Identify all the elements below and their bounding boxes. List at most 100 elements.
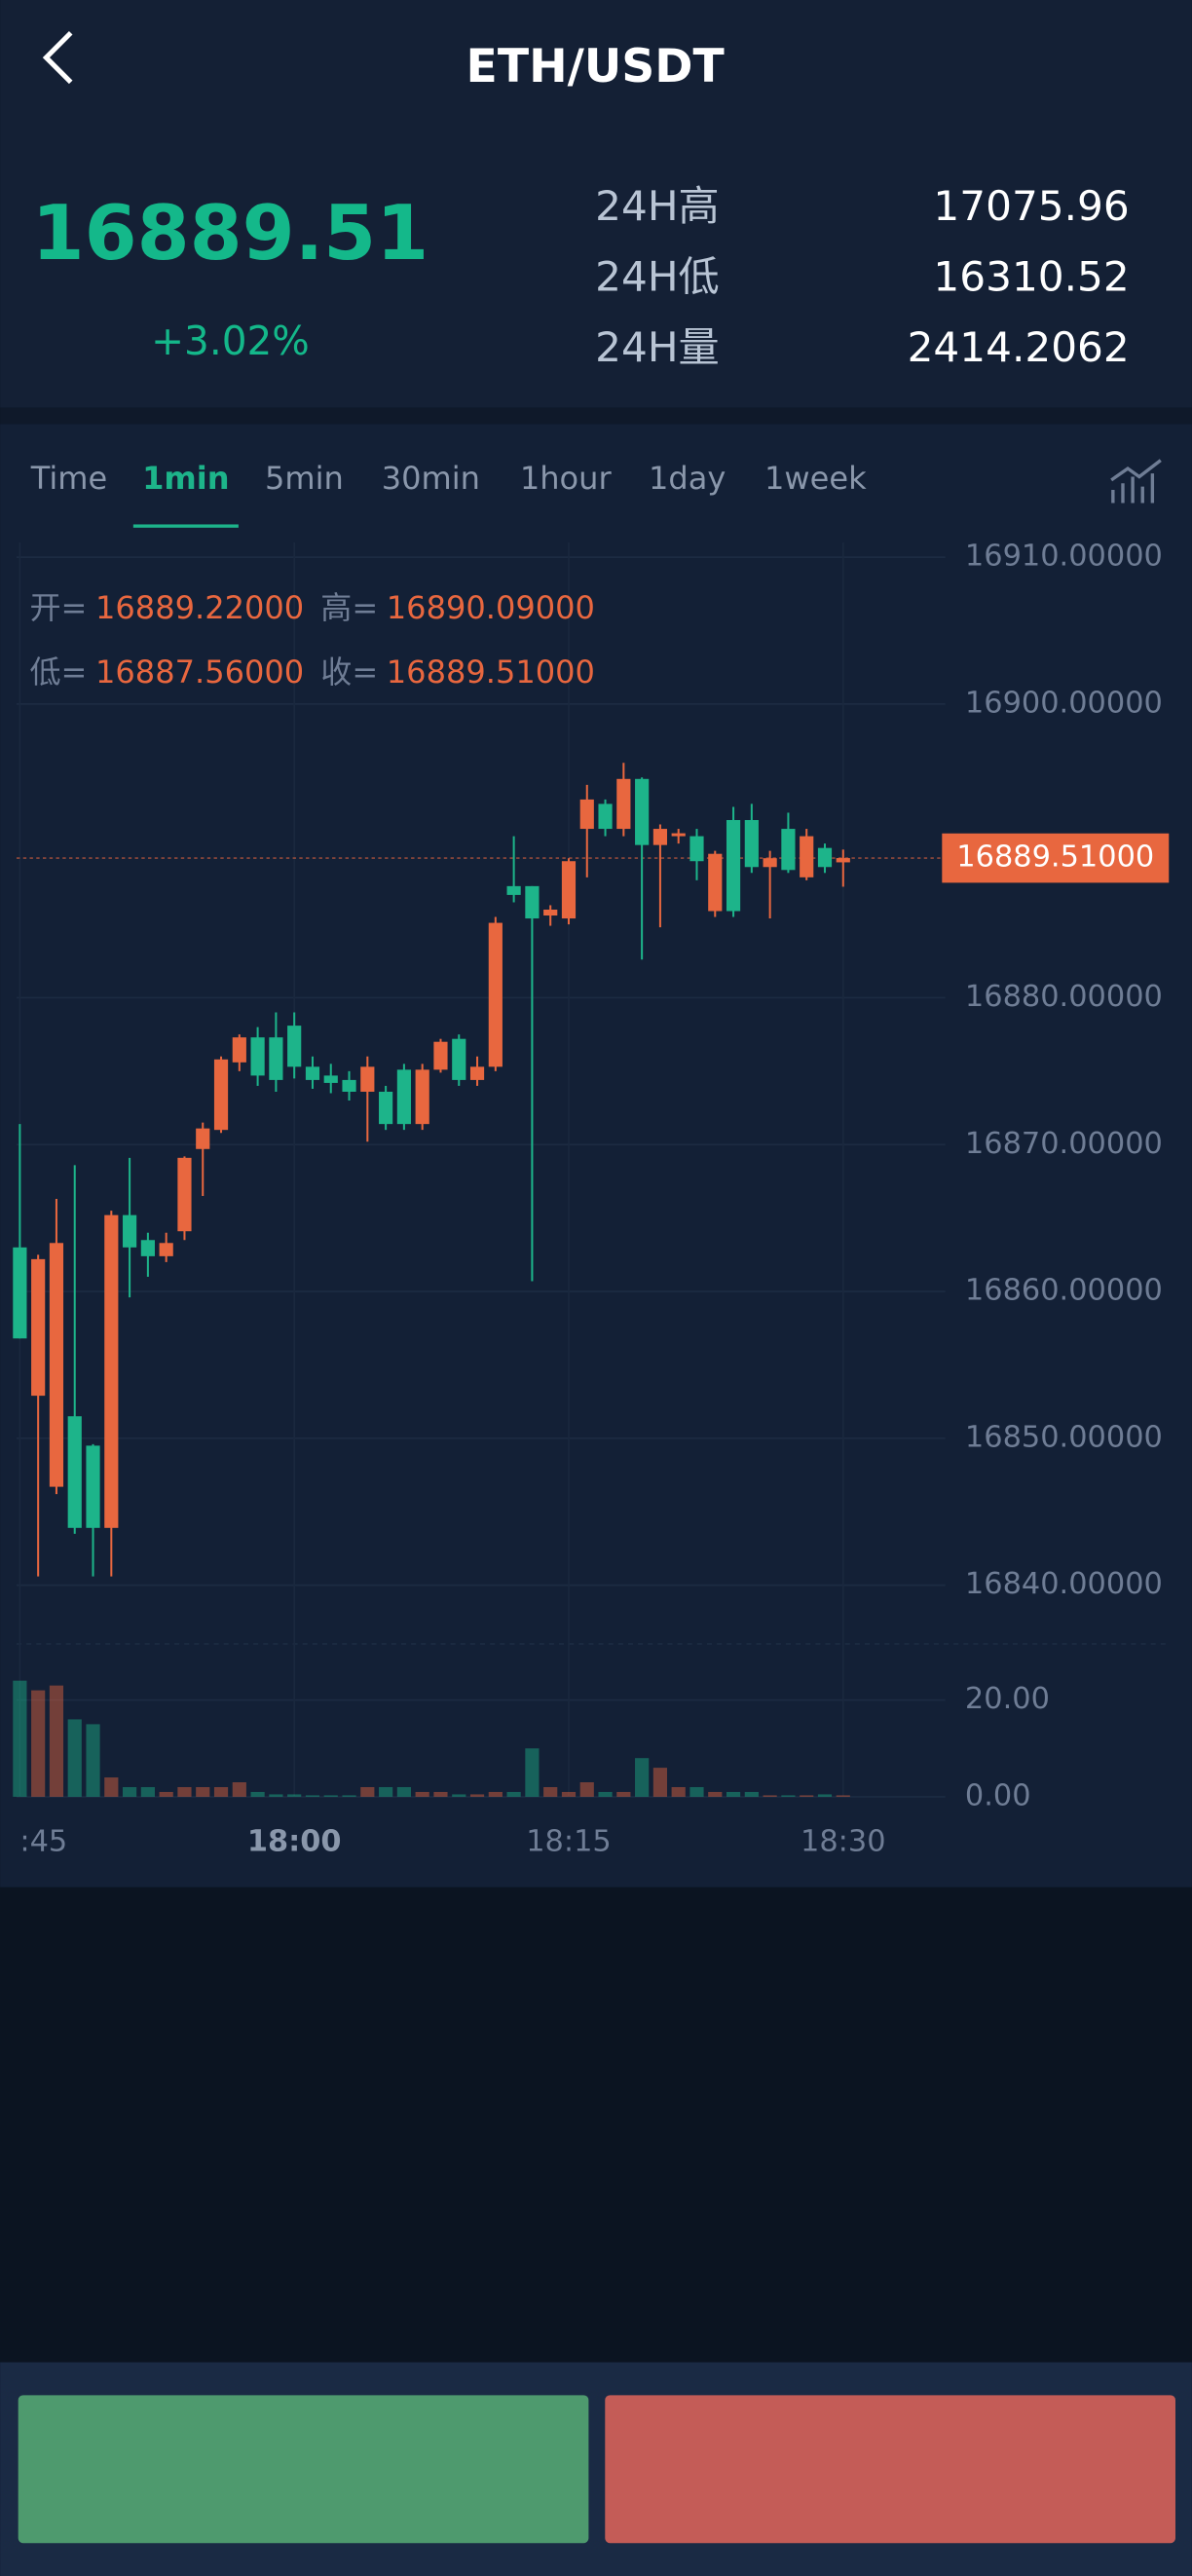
candle-body <box>781 829 796 871</box>
candle-body <box>305 1066 320 1080</box>
volume-bar <box>689 1786 704 1797</box>
y-tick-label: 16880.00000 <box>965 980 1163 1014</box>
volume-bar <box>800 1795 814 1797</box>
candle-body <box>506 885 521 895</box>
candle-body <box>525 885 540 919</box>
volume-bar <box>726 1791 741 1797</box>
buy-up-button[interactable] <box>18 2395 589 2544</box>
volume-bar <box>652 1768 668 1797</box>
timeframe-tab[interactable]: 30min <box>382 460 480 497</box>
candle-body <box>31 1258 46 1397</box>
candle-body <box>213 1059 229 1131</box>
volume-bar <box>781 1795 796 1797</box>
y-tick-label: 16870.00000 <box>965 1127 1163 1161</box>
back-button[interactable] <box>42 30 73 85</box>
last-price-tag <box>942 833 1170 883</box>
volume-bar <box>49 1685 64 1797</box>
volume-bar <box>744 1791 759 1797</box>
candle-body <box>250 1037 265 1076</box>
ohlc-label: 收= <box>320 653 378 691</box>
candle-body <box>13 1247 27 1339</box>
volume-bar <box>159 1791 173 1797</box>
candle-body <box>86 1445 100 1528</box>
x-tick-label: 18:30 <box>801 1825 886 1859</box>
timeframe-tab[interactable]: 1day <box>649 460 726 497</box>
candle-body <box>652 829 668 845</box>
volume-bar <box>616 1791 631 1797</box>
volume-tick-label: 0.00 <box>965 1778 1031 1812</box>
volume-bar <box>196 1786 210 1797</box>
chart-icon[interactable] <box>1110 459 1162 504</box>
volume-bar <box>561 1791 577 1797</box>
volume-bar <box>123 1786 137 1797</box>
candle-body <box>232 1037 246 1063</box>
candle-body <box>598 803 613 830</box>
y-tick-label: 16850.00000 <box>965 1420 1163 1454</box>
volume-bar <box>67 1719 82 1797</box>
volume-bar <box>396 1786 411 1797</box>
volume-bar <box>598 1791 613 1797</box>
volume-bar <box>360 1786 375 1797</box>
candle-body <box>287 1026 302 1067</box>
volume-bar <box>269 1794 283 1797</box>
candle-body <box>452 1038 466 1080</box>
timeframe-tab[interactable]: 1week <box>764 460 867 497</box>
stat-value: 2414.2062 <box>908 323 1130 371</box>
candle-body <box>689 836 704 862</box>
candle-body <box>177 1157 192 1232</box>
volume-bar <box>708 1791 723 1797</box>
stat-label: 24H高 <box>595 182 720 230</box>
candle-body <box>140 1240 155 1256</box>
volume-bar <box>379 1786 393 1797</box>
candle-body <box>433 1041 448 1070</box>
last-price: 16889.51 <box>32 190 429 278</box>
buy-down-button[interactable] <box>605 2395 1175 2544</box>
candle-body <box>726 820 741 912</box>
candle-body <box>836 858 850 863</box>
x-tick-label: 18:00 <box>247 1825 342 1859</box>
candle-body <box>104 1214 119 1528</box>
candle-body <box>817 847 833 868</box>
volume-bar <box>543 1786 558 1797</box>
volume-bar <box>817 1794 833 1797</box>
timeframe-tab[interactable]: 1hour <box>520 460 613 497</box>
candle-body <box>123 1214 137 1248</box>
volume-bar <box>31 1690 46 1797</box>
volume-bar <box>232 1782 246 1797</box>
stat-value: 16310.52 <box>933 252 1129 300</box>
timeframe-tab[interactable]: 5min <box>265 460 344 497</box>
volume-bar <box>177 1786 192 1797</box>
volume-bar <box>342 1795 356 1797</box>
candle-body <box>763 858 777 868</box>
separator <box>0 407 1192 425</box>
candle-body <box>67 1416 82 1528</box>
volume-bar <box>579 1782 594 1797</box>
candle-body <box>323 1075 338 1083</box>
last-price-label: 16889.51000 <box>956 840 1154 875</box>
stat-label: 24H量 <box>595 323 720 371</box>
volume-bar <box>671 1786 686 1797</box>
volume-bar <box>140 1786 155 1797</box>
candle-body <box>159 1243 173 1256</box>
candle-body <box>579 799 594 830</box>
candle-body <box>616 778 631 830</box>
tab-underline <box>132 524 239 528</box>
ohlc-label: 高= <box>320 589 378 626</box>
stat-value: 17075.96 <box>933 182 1129 230</box>
y-tick-label: 16910.00000 <box>965 540 1163 574</box>
candle-body <box>744 820 759 868</box>
y-tick-label: 16900.00000 <box>965 686 1163 720</box>
candle-body <box>671 833 686 837</box>
volume-bar <box>323 1795 338 1797</box>
volume-bar <box>525 1748 540 1797</box>
candle-body <box>269 1037 283 1080</box>
timeframe-tab[interactable]: Time <box>30 460 107 497</box>
candle-body <box>396 1069 411 1125</box>
volume-bar <box>469 1794 485 1797</box>
volume-bar <box>104 1777 119 1797</box>
candle-body <box>543 909 558 916</box>
candle-body <box>342 1079 356 1092</box>
timeframe-tab[interactable]: 1min <box>142 460 230 497</box>
volume-bar <box>635 1758 650 1797</box>
volume-bar <box>452 1794 466 1797</box>
